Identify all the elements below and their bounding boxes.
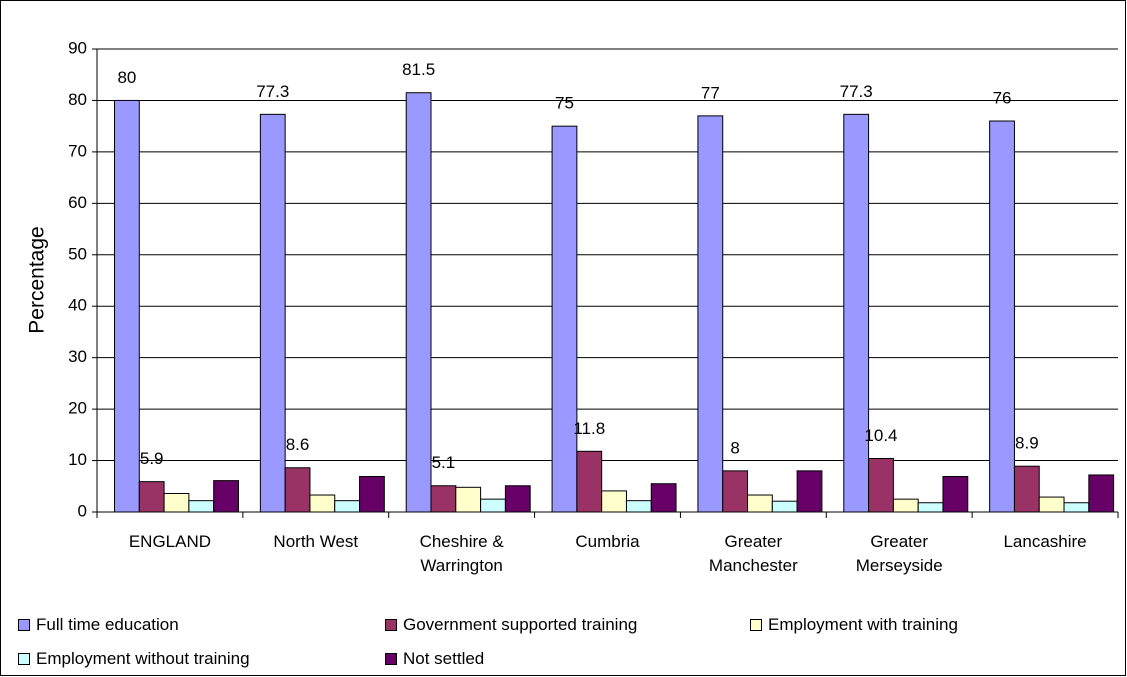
data-label: 81.5 — [402, 60, 435, 79]
bar — [892, 498, 919, 513]
bar — [284, 467, 311, 513]
data-label: 5.9 — [140, 449, 164, 468]
bar — [1038, 496, 1065, 513]
bar — [551, 125, 578, 513]
data-label: 8.9 — [1015, 434, 1039, 453]
y-tick-label: 30 — [68, 347, 87, 366]
bar — [455, 486, 482, 513]
x-tick-label: Greater Manchester — [708, 532, 798, 575]
y-tick-label: 10 — [68, 450, 87, 469]
x-tick-label: ENGLAND — [128, 532, 212, 551]
bar — [309, 494, 336, 513]
bar — [114, 99, 140, 513]
legend-item: Employment without training — [18, 649, 250, 669]
bar — [601, 490, 627, 513]
bar — [989, 120, 1015, 513]
y-tick-label: 20 — [68, 399, 87, 418]
data-label: 10.4 — [864, 426, 897, 445]
x-tick-label: North West — [273, 532, 359, 551]
bar — [359, 476, 385, 513]
x-tick-label: Lancashire — [1003, 532, 1087, 551]
y-tick-label: 90 — [68, 38, 87, 57]
bar — [480, 498, 506, 513]
data-label: 8.6 — [286, 435, 310, 454]
bar — [771, 500, 798, 513]
legend-item: Employment with training — [750, 615, 958, 635]
x-tick-label: Cheshire & Warrington — [419, 532, 504, 575]
bar — [843, 113, 870, 513]
data-label: 8 — [730, 438, 739, 457]
legend-swatch — [18, 619, 30, 631]
bar — [576, 450, 603, 513]
legend-label: Government supported training — [403, 615, 638, 634]
bar — [405, 92, 432, 513]
data-label: 11.8 — [573, 419, 605, 438]
bar — [868, 457, 894, 513]
bar — [625, 500, 652, 513]
legend-item: Full time education — [18, 615, 179, 635]
data-label: 5.1 — [432, 453, 456, 472]
bar — [917, 502, 944, 513]
data-label: 77 — [701, 83, 720, 102]
legend-item: Not settled — [385, 649, 484, 669]
legend-swatch — [385, 619, 397, 631]
legend-label: Employment without training — [36, 649, 250, 668]
bar — [1088, 474, 1115, 513]
bar — [334, 500, 361, 513]
data-label: 80 — [117, 68, 136, 87]
bar — [747, 494, 773, 513]
y-tick-label: 60 — [68, 193, 87, 212]
legend-label: Not settled — [403, 649, 485, 668]
y-tick-label: 50 — [68, 244, 87, 263]
bar — [188, 500, 215, 513]
y-axis-label: Percentage — [26, 226, 49, 333]
bar — [1063, 502, 1090, 513]
x-tick-label: Greater Merseyside — [855, 532, 943, 575]
bar — [259, 113, 286, 513]
y-tick-label: 80 — [68, 90, 87, 109]
bar — [796, 470, 823, 513]
bar — [163, 492, 190, 513]
y-tick-label: 0 — [78, 501, 87, 520]
legend-label: Employment with training — [768, 615, 958, 634]
bar — [1013, 465, 1040, 513]
legend-swatch — [385, 653, 397, 665]
legend-label: Full time education — [36, 615, 179, 634]
data-label: 77.3 — [256, 82, 289, 101]
bar — [650, 483, 677, 513]
bar — [722, 470, 749, 513]
bar — [138, 481, 165, 513]
y-tick-label: 70 — [68, 141, 87, 160]
data-label: 75 — [555, 94, 574, 113]
legend-item: Government supported training — [385, 615, 637, 635]
data-label: 76 — [993, 89, 1012, 108]
bar — [942, 476, 969, 513]
x-tick-label: Cumbria — [575, 532, 640, 551]
bar — [430, 485, 457, 513]
bar — [504, 485, 531, 513]
legend-swatch — [18, 653, 30, 665]
bar — [697, 115, 724, 513]
data-label: 77.3 — [840, 82, 873, 101]
y-tick-label: 40 — [68, 296, 87, 315]
legend-swatch — [750, 619, 762, 631]
bar — [213, 480, 239, 513]
